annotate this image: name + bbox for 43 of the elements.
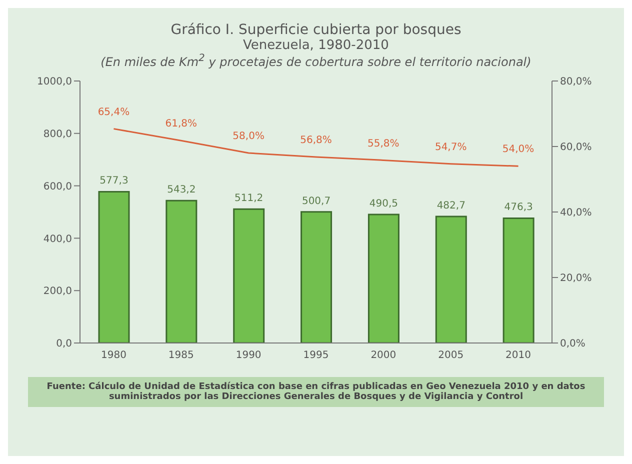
source-note: Fuente: Cálculo de Unidad de Estadística con base en cifras publicadas en Geo Venezuela 2010 y en datos suministrados por las Direcciones Generales de Bosques y de Vigilancia y Control: [28, 377, 604, 407]
x-tick-label: 1985: [168, 350, 194, 362]
bar: [368, 214, 400, 343]
data-label: 61,8%: [165, 118, 198, 130]
data-label: 65,4%: [98, 106, 130, 118]
data-label: 54,7%: [434, 142, 467, 153]
bar: [166, 200, 198, 343]
x-tick-label: 1995: [303, 350, 329, 362]
bar: [502, 217, 534, 343]
y-tick-label: 600,0: [43, 181, 72, 192]
y2-tick-label: 20,0%: [560, 273, 592, 284]
data-label: 58,0%: [232, 131, 264, 142]
y-tick-label: 200,0: [43, 286, 72, 298]
text: (En miles de Km$^{2}$ y procetajes de cobertura sobre el territorio nacional): [100, 53, 532, 69]
bar: [98, 190, 130, 343]
data-label: 511,2: [234, 193, 264, 204]
x-tick-label: 1980: [100, 350, 126, 362]
data-label: 476,3: [504, 202, 533, 214]
data-label: 55,8%: [368, 138, 400, 150]
data-label: 482,7: [436, 200, 466, 212]
bar: [233, 208, 265, 343]
x-tick-label: 2005: [438, 350, 464, 362]
x-tick-label: 1990: [236, 350, 262, 362]
x-tick-label: 2010: [506, 350, 532, 362]
y2-tick-label: 60,0%: [560, 142, 592, 154]
data-label: 577,3: [100, 176, 128, 187]
y2-tick-label: 40,0%: [560, 208, 592, 219]
chart-subtitle: Venezuela, 1980-2010: [242, 38, 390, 53]
y-tick-label: 800,0: [43, 128, 72, 140]
bar: [435, 216, 467, 343]
data-label: 56,8%: [300, 134, 332, 146]
bar: [300, 211, 332, 343]
data-label: 54,0%: [502, 144, 534, 156]
y-tick-label: 1000,0: [37, 76, 72, 88]
data-label: 543,2: [167, 184, 196, 196]
chart-title: Gráfico I. Superficie cubierta por bosques: [170, 22, 462, 38]
data-label: 500,7: [302, 196, 331, 207]
y-tick-label: 400,0: [43, 234, 72, 245]
data-label: 490,5: [369, 198, 398, 210]
y-tick-label: 0,0: [56, 338, 72, 350]
y2-tick-label: 0,0%: [560, 338, 586, 350]
x-tick-label: 2000: [370, 350, 396, 362]
y2-tick-label: 80,0%: [560, 76, 592, 88]
